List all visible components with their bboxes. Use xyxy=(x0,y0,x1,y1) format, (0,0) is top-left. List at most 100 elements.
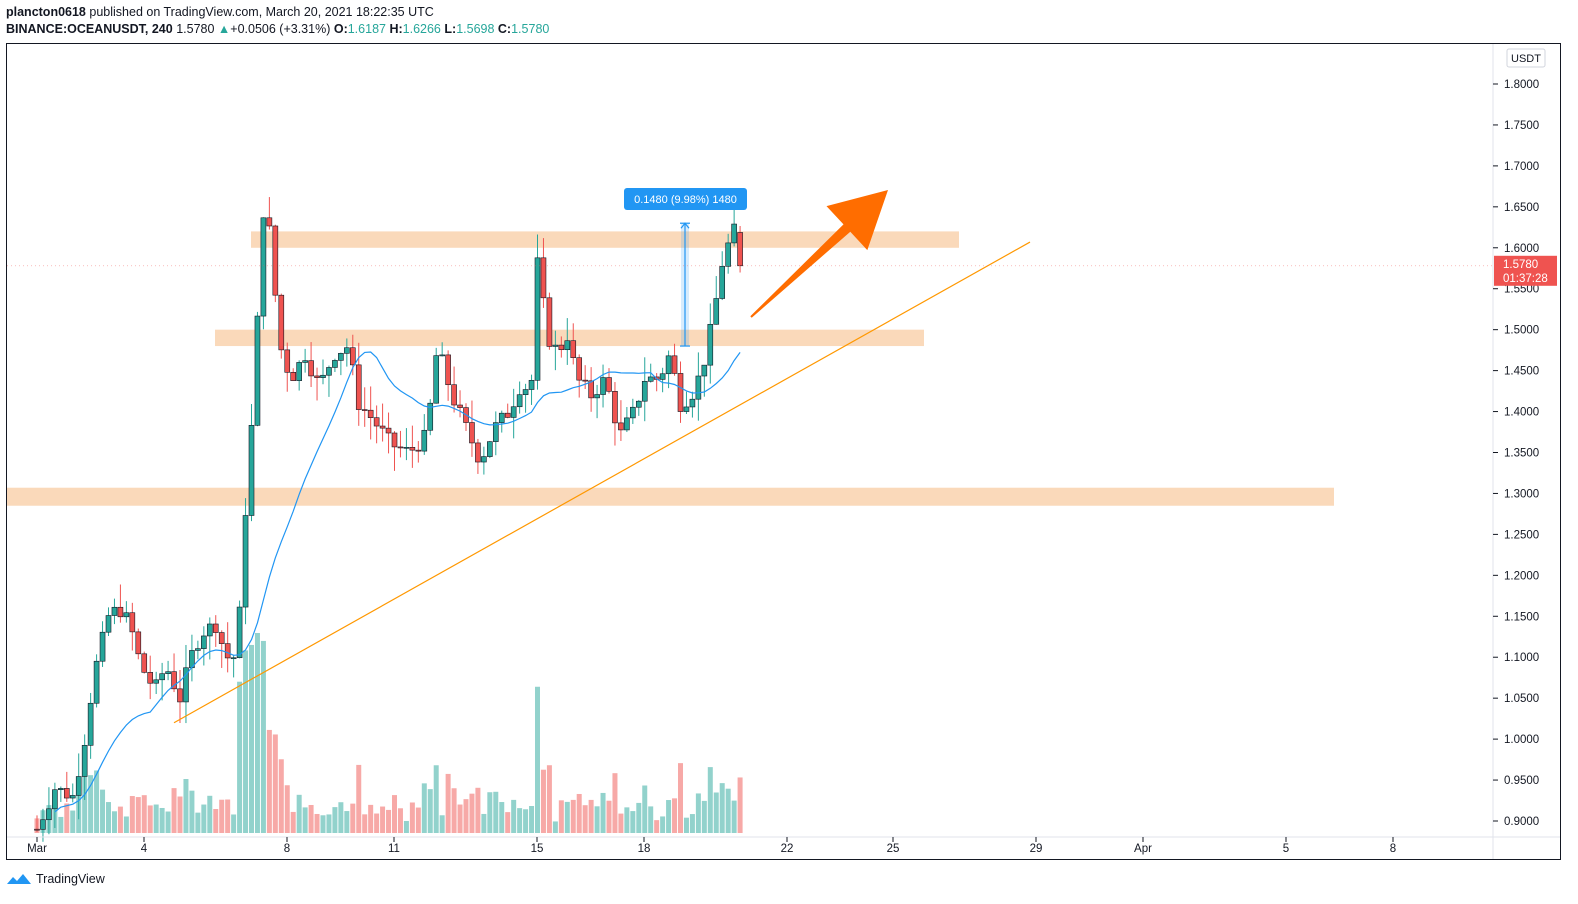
y-tick-label: 1.1000 xyxy=(1504,652,1539,664)
candle-body xyxy=(75,776,82,796)
y-tick-label: 1.3500 xyxy=(1504,448,1539,460)
change-up-icon: ▲ xyxy=(217,22,231,36)
volume-bar xyxy=(177,796,183,833)
volume-bar xyxy=(225,799,231,833)
candle-body xyxy=(230,657,237,660)
candle-body xyxy=(111,606,118,616)
candle-body xyxy=(320,374,326,378)
candle-body xyxy=(326,367,332,376)
volume-bar xyxy=(231,814,237,833)
published-text: published on TradingView.com, March 20, … xyxy=(89,5,434,19)
x-tick-label: Mar xyxy=(27,843,47,855)
candle-body xyxy=(707,323,714,366)
candle-body xyxy=(546,297,553,347)
volume-bar xyxy=(660,816,666,833)
candle-body xyxy=(266,217,273,227)
candle-body xyxy=(677,373,684,412)
volume-bar xyxy=(82,771,88,833)
candle-body xyxy=(534,257,541,381)
candle-body xyxy=(409,447,416,451)
low-label: L: xyxy=(444,22,457,36)
candle-body xyxy=(630,406,636,419)
candle-body xyxy=(522,389,529,396)
volume-bar xyxy=(356,764,362,833)
volume-bar xyxy=(588,799,594,833)
publisher-name[interactable]: plancton0618 xyxy=(6,5,86,19)
x-tick-label: 8 xyxy=(1390,843,1396,855)
forecast-arrow xyxy=(750,190,888,318)
volume-bar xyxy=(117,806,123,833)
volume-bar xyxy=(415,807,421,833)
candle-body xyxy=(58,788,64,791)
volume-bar xyxy=(64,803,70,833)
candle-body xyxy=(278,294,285,351)
volume-bar xyxy=(165,811,171,833)
candle-body xyxy=(576,357,583,381)
volume-bar xyxy=(195,812,201,833)
sr-zone-2 xyxy=(215,329,924,347)
volume-bar xyxy=(689,814,695,833)
measure-arrow-icon xyxy=(680,222,690,229)
volume-bar xyxy=(618,813,624,833)
candle-body xyxy=(737,232,743,267)
symbol-line: BINANCE:OCEANUSDT, 240 1.5780 ▲+0.0506 (… xyxy=(6,22,549,36)
close-value: 1.5780 xyxy=(511,22,550,36)
sr-zone-1 xyxy=(251,231,959,248)
candle-body xyxy=(433,355,440,404)
volume-bar xyxy=(737,777,743,833)
volume-bar xyxy=(576,793,582,833)
candle-body xyxy=(52,789,58,810)
candle-body xyxy=(284,349,291,373)
volume-bar xyxy=(475,787,481,833)
candle-body xyxy=(254,315,261,426)
close-label: C: xyxy=(497,22,512,36)
candle-body xyxy=(624,417,630,431)
symbol-name: BINANCE:OCEANUSDT, 240 xyxy=(6,22,173,36)
candle-body xyxy=(713,298,720,325)
candle-body xyxy=(558,344,565,351)
footer-brand: TradingView xyxy=(6,872,105,886)
candle-body xyxy=(165,671,171,674)
volume-bar xyxy=(123,816,129,833)
volume-bar xyxy=(511,799,517,833)
candle-body xyxy=(224,643,231,659)
volume-bar xyxy=(308,804,314,833)
volume-bar xyxy=(695,793,701,833)
candle-body xyxy=(719,266,726,299)
candle-body xyxy=(427,402,434,431)
candle-body xyxy=(570,340,577,358)
volume-bar xyxy=(469,793,475,833)
volume-bar xyxy=(380,806,386,833)
volume-bar xyxy=(439,815,445,833)
candle-body xyxy=(46,808,52,821)
y-tick-label: 1.6000 xyxy=(1504,243,1539,255)
volume-bar xyxy=(505,812,511,833)
x-tick-label: 5 xyxy=(1283,843,1289,855)
y-tick-label: 1.8000 xyxy=(1504,79,1539,91)
volume-bar xyxy=(672,798,678,833)
volume-bar xyxy=(582,805,588,833)
volume-bar xyxy=(219,799,225,833)
y-tick-label: 1.4000 xyxy=(1504,407,1539,419)
candle-body xyxy=(498,412,505,423)
y-tick-label: 1.0000 xyxy=(1504,734,1539,746)
volume-bar xyxy=(654,820,660,833)
volume-bar xyxy=(594,806,600,833)
volume-bar xyxy=(678,763,683,833)
volume-bar xyxy=(266,729,272,833)
volume-bar xyxy=(94,770,100,833)
y-tick-label: 1.5500 xyxy=(1504,284,1539,296)
x-tick-label: 8 xyxy=(284,843,290,855)
candle-body xyxy=(683,406,690,412)
candle-body xyxy=(528,379,535,390)
high-label: H: xyxy=(389,22,403,36)
volume-bar xyxy=(153,804,159,833)
candle-body xyxy=(540,257,547,299)
open-label: O: xyxy=(333,22,348,36)
candle-body xyxy=(87,702,94,746)
candle-body xyxy=(618,422,624,431)
candle-body xyxy=(385,427,392,434)
candle-body xyxy=(93,660,100,704)
volume-bar xyxy=(272,734,278,833)
